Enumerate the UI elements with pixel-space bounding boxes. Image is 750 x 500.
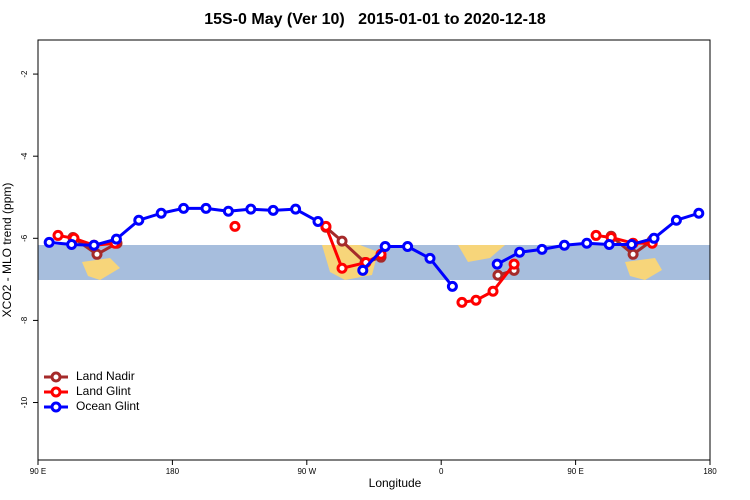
- point: [603, 238, 615, 250]
- point: [558, 239, 570, 251]
- point: [267, 204, 279, 216]
- point: [133, 214, 145, 226]
- point: [178, 202, 190, 214]
- point: [245, 203, 257, 215]
- point: [320, 220, 332, 232]
- point: [670, 214, 682, 226]
- point: [312, 215, 324, 227]
- y-tick-label: -6: [20, 234, 29, 242]
- series-line: [57, 225, 653, 304]
- point: [627, 248, 639, 260]
- point: [492, 269, 504, 281]
- x-axis-label: Longitude: [369, 476, 422, 490]
- point: [626, 238, 638, 250]
- y-tick-label: -2: [20, 70, 29, 78]
- point: [402, 241, 414, 253]
- point: [693, 207, 705, 219]
- legend-label: Land Nadir: [76, 369, 135, 383]
- y-tick-label: -8: [20, 316, 29, 324]
- point: [52, 229, 64, 241]
- point: [424, 252, 436, 264]
- point: [590, 229, 602, 241]
- x-tick-label: 90 E: [30, 467, 46, 476]
- x-tick-label: 0: [439, 467, 444, 476]
- point: [508, 258, 520, 270]
- point: [379, 241, 391, 253]
- point: [336, 235, 348, 247]
- legend-marker: [50, 386, 62, 398]
- y-axis-label: XCO2 - MLO trend (ppm): [0, 183, 14, 318]
- point: [536, 243, 548, 255]
- point: [514, 246, 526, 258]
- point: [222, 205, 234, 217]
- y-tick-label: -10: [20, 396, 29, 408]
- point: [43, 236, 55, 248]
- x-tick-label: 90 W: [297, 467, 316, 476]
- legend-marker: [50, 401, 62, 413]
- point: [200, 202, 212, 214]
- point: [446, 280, 458, 292]
- point: [110, 233, 122, 245]
- point: [648, 232, 660, 244]
- point: [491, 258, 503, 270]
- point: [229, 220, 241, 232]
- point: [91, 248, 103, 260]
- y-tick-label: -4: [20, 152, 29, 160]
- legend-label: Land Glint: [76, 384, 131, 398]
- point: [290, 203, 302, 215]
- point: [336, 262, 348, 274]
- map-background: [38, 245, 710, 280]
- point: [456, 296, 468, 308]
- x-tick-label: 180: [703, 467, 717, 476]
- point: [581, 237, 593, 249]
- plot-frame: [37, 39, 711, 461]
- legend-label: Ocean Glint: [76, 399, 140, 413]
- legend-marker: [50, 371, 62, 383]
- point: [470, 294, 482, 306]
- point: [88, 239, 100, 251]
- x-tick-label: 180: [166, 467, 180, 476]
- point: [487, 285, 499, 297]
- point: [357, 264, 369, 276]
- point: [155, 207, 167, 219]
- point: [66, 238, 78, 250]
- chart-title: 15S-0 May (Ver 10) 2015-01-01 to 2020-12…: [204, 11, 546, 28]
- x-tick-label: 90 E: [567, 467, 583, 476]
